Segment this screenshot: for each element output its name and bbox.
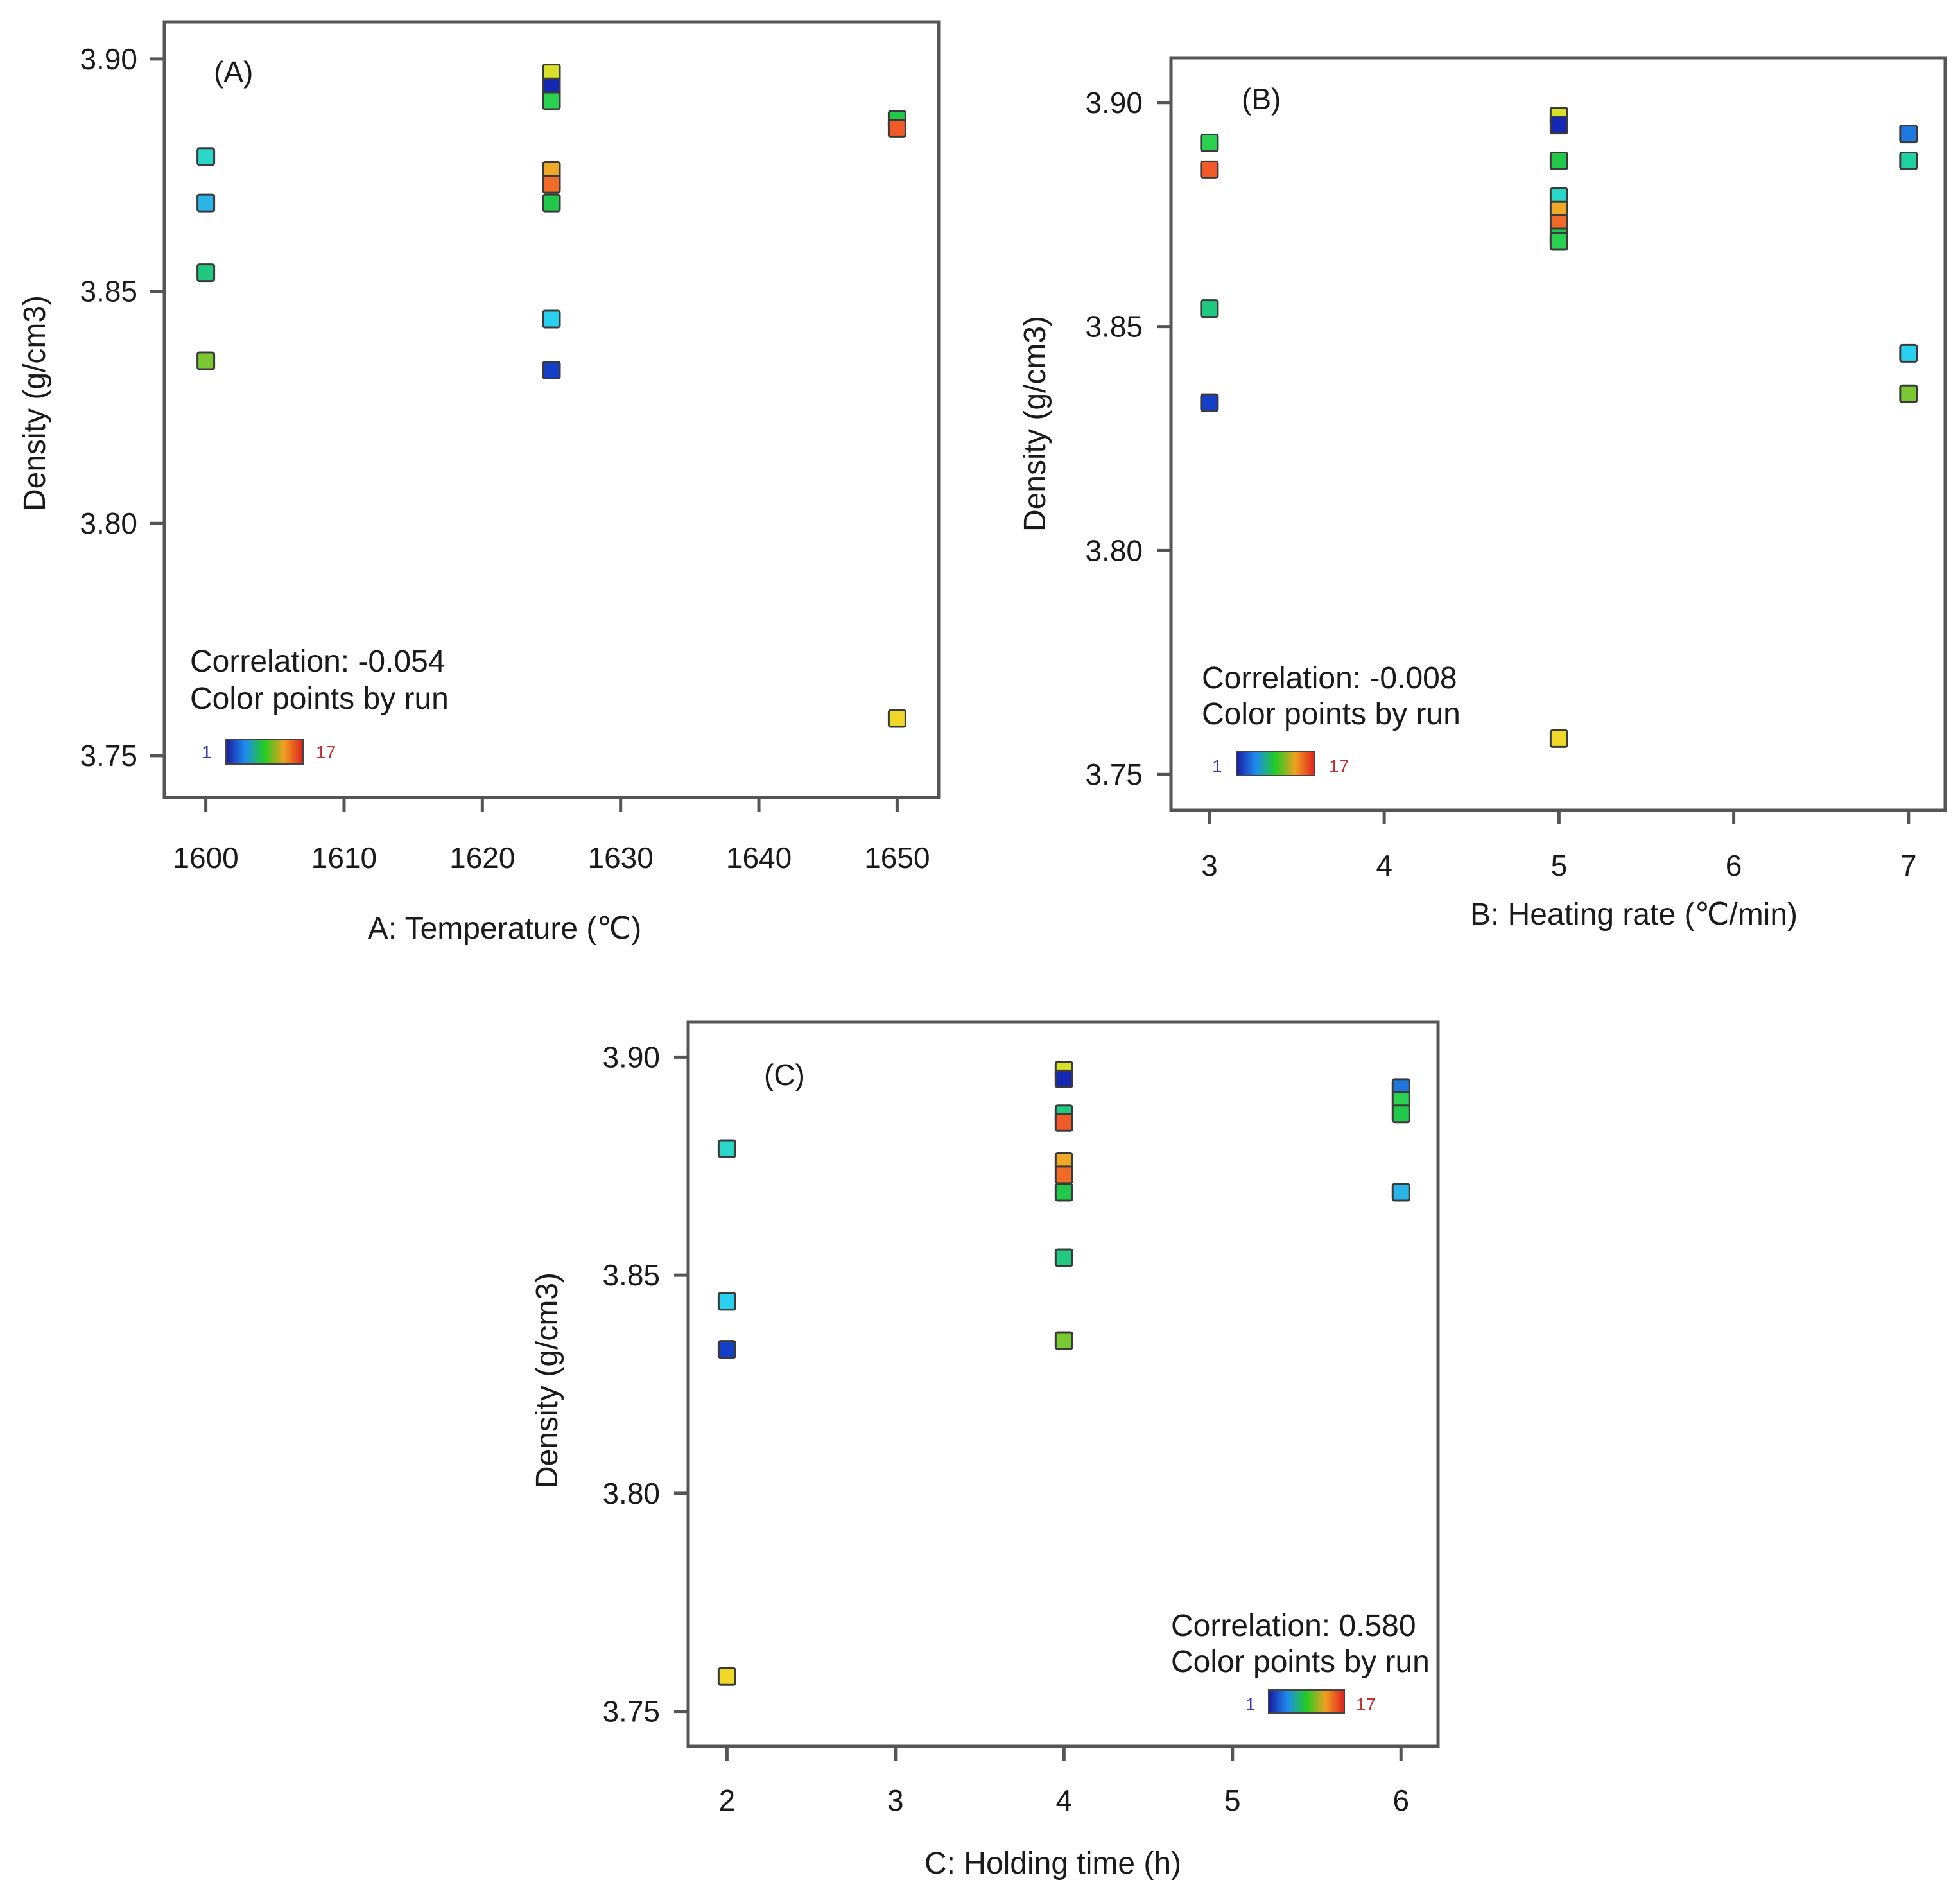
correlation-text-b: Correlation: -0.008 [1202,661,1457,695]
x-tick-label-b-3: 6 [1726,849,1742,882]
data-point-b-12 [1549,729,1568,748]
data-point-c-12 [1054,1331,1073,1350]
legend-min-b: 1 [1212,756,1222,776]
plot-frame-a [162,20,941,799]
x-tick-label-b-2: 5 [1551,849,1568,882]
y-tick-label-a-2: 3.80 [80,507,137,540]
y-tick-label-a-1: 3.85 [80,275,137,308]
x-tick-label-a-3: 1630 [588,841,654,874]
data-point-b-2 [1200,299,1219,318]
y-tick-label-b-1: 3.85 [1085,310,1143,343]
y-axis-title-c: Density (g/cm3) [530,1273,564,1488]
x-tick-label-c-3: 5 [1224,1784,1241,1817]
data-point-b-3 [1200,393,1219,412]
data-point-b-6 [1549,151,1568,170]
data-point-c-11 [1054,1248,1073,1267]
data-point-a-1 [196,193,216,213]
y-tick-label-c-0: 3.90 [602,1040,660,1074]
data-point-c-0 [717,1139,736,1158]
panel-label-c: (C) [764,1058,805,1091]
correlation-text-c: Correlation: 0.580 [1171,1609,1416,1643]
data-point-a-10 [542,309,561,329]
legend-max-b: 17 [1329,756,1349,776]
x-tick-label-c-4: 6 [1392,1784,1409,1817]
correlation-text-a: Correlation: -0.054 [190,645,446,679]
x-tick-label-a-4: 1640 [726,841,792,874]
plot-frame-c [686,1020,1440,1748]
plot-frame-b [1169,56,1947,812]
data-point-c-15 [1391,1104,1410,1124]
data-point-b-11 [1549,232,1568,251]
data-point-a-8 [542,175,561,194]
x-tick-label-b-1: 4 [1376,849,1392,882]
data-point-b-15 [1899,343,1918,363]
x-tick-label-b-0: 3 [1201,849,1218,882]
data-point-a-13 [887,119,906,138]
x-tick-label-a-0: 1600 [173,841,238,874]
x-tick-label-a-1: 1610 [311,841,377,874]
y-tick-label-a-0: 3.90 [80,42,137,76]
y-tick-label-b-2: 3.80 [1085,534,1143,567]
data-point-a-3 [196,351,216,370]
x-tick-label-b-4: 7 [1900,849,1917,882]
y-axis-title-a: Density (g/cm3) [18,295,52,511]
chart-panel-c: 2 3 4 5 6 3.90 3.85 3.80 3.75 (C) Correlation: 0… [530,1020,1440,1881]
legend-gradient-a [225,739,304,765]
data-point-a-11 [542,361,561,380]
data-point-a-6 [542,91,561,110]
data-point-a-2 [196,263,216,283]
color-note-b: Color points by run [1202,697,1461,731]
color-note-a: Color points by run [190,682,449,716]
data-point-c-1 [717,1292,736,1311]
y-tick-label-c-1: 3.85 [602,1258,660,1292]
data-point-a-14 [887,709,906,728]
x-tick-label-a-5: 1650 [864,841,930,874]
y-tick-label-c-3: 3.75 [602,1695,660,1728]
chart-panel-a: 1600 1610 1620 1630 1640 1650 3.90 3.85 3.80 3.75… [18,20,941,946]
legend-gradient-c [1268,1689,1345,1714]
data-point-b-1 [1200,160,1219,179]
data-point-c-3 [717,1667,736,1686]
legend-gradient-b [1236,751,1315,776]
data-point-c-2 [717,1340,736,1359]
x-tick-label-c-1: 3 [887,1784,904,1817]
x-axis-title-a: A: Temperature (℃) [368,912,642,946]
data-point-b-13 [1899,125,1918,144]
data-point-b-16 [1899,384,1918,403]
data-point-c-7 [1054,1113,1073,1132]
panel-label-a: (A) [214,55,253,89]
x-tick-label-a-2: 1620 [449,841,515,874]
data-point-b-5 [1549,116,1568,135]
data-point-a-9 [542,193,561,213]
data-point-c-16 [1391,1183,1410,1202]
legend-max-a: 17 [316,742,336,762]
color-note-c: Color points by run [1171,1645,1430,1679]
chart-panel-b: 3 4 5 6 7 3.90 3.85 3.80 3.75 (B) Correlation: -… [1018,56,1947,932]
y-tick-label-c-2: 3.80 [602,1477,660,1510]
data-point-c-9 [1054,1165,1073,1185]
data-point-c-5 [1054,1069,1073,1088]
data-point-b-0 [1200,134,1219,153]
x-axis-title-c: C: Holding time (h) [924,1847,1181,1881]
x-axis-title-b: B: Heating rate (℃/min) [1470,898,1798,932]
y-tick-label-b-0: 3.90 [1085,86,1143,119]
data-point-b-14 [1899,151,1918,170]
x-tick-label-c-2: 4 [1056,1784,1073,1817]
data-point-c-10 [1054,1183,1073,1202]
y-tick-label-b-3: 3.75 [1085,758,1143,791]
legend-min-c: 1 [1245,1694,1256,1714]
y-axis-title-b: Density (g/cm3) [1018,316,1052,532]
panel-label-b: (B) [1242,82,1281,116]
data-point-a-0 [196,147,216,166]
y-tick-label-a-3: 3.75 [80,739,137,772]
legend-max-c: 17 [1356,1694,1376,1714]
x-tick-label-c-0: 2 [719,1784,736,1817]
legend-min-a: 1 [202,742,212,762]
